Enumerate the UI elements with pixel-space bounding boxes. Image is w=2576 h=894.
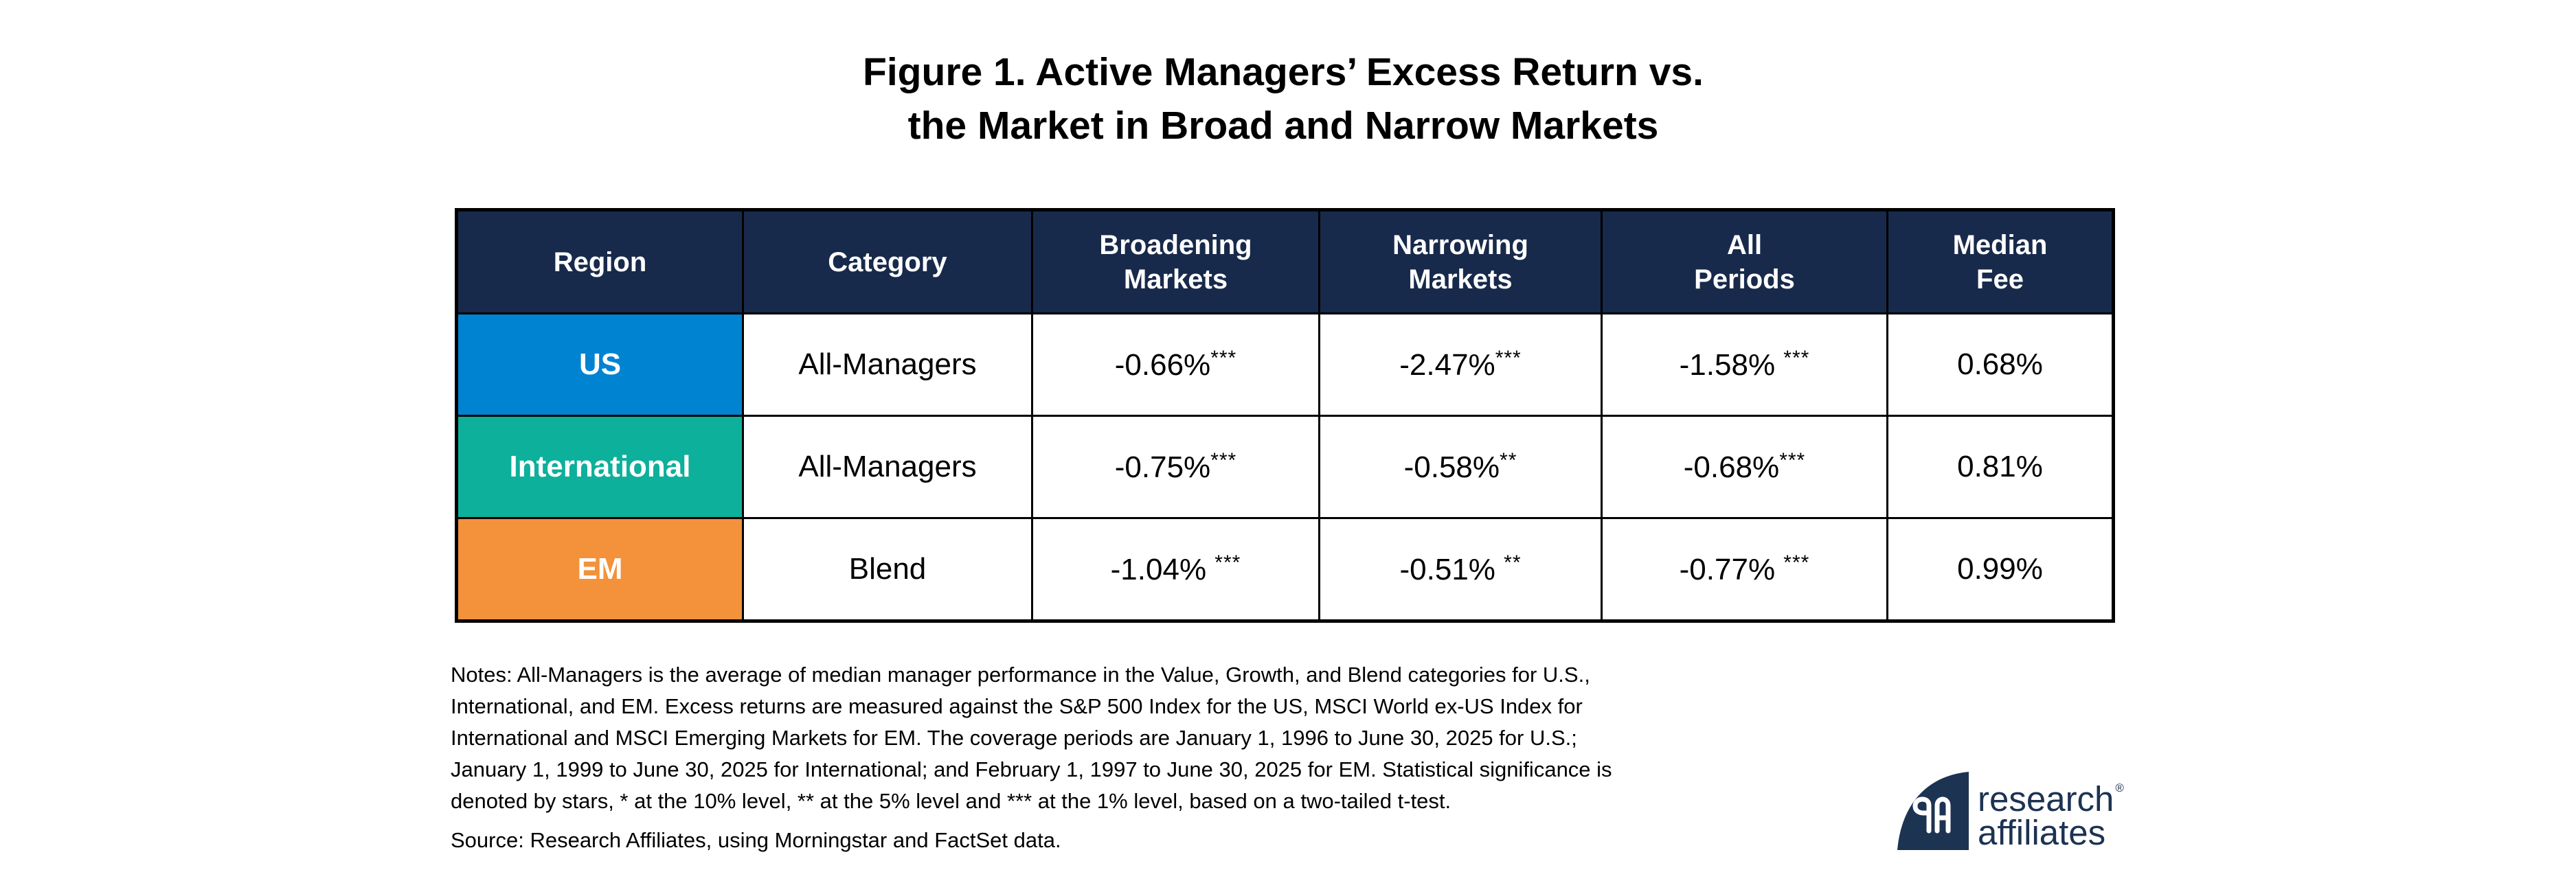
cell-category: All-Managers [742, 415, 1033, 519]
cell-median-fee: 0.68% [1886, 312, 2114, 417]
significance-stars: *** [1210, 347, 1237, 369]
cell-value: -0.68% [1683, 450, 1780, 484]
region-label: International [509, 450, 691, 483]
ra-logo: research ® affiliates [1897, 770, 2124, 850]
col-header-broadening-markets: Broadening Markets [1031, 209, 1320, 314]
cell-all-periods: -0.68%*** [1601, 415, 1888, 519]
region-label: EM [577, 552, 623, 586]
ra-logo-line1: research ® [1978, 771, 2124, 816]
significance-stars: *** [1210, 449, 1237, 472]
significance-stars: ** [1500, 449, 1517, 472]
ra-logo-text: research ® affiliates [1978, 771, 2124, 852]
cell-category: All-Managers [742, 312, 1033, 417]
cell-all-periods: -0.77% *** [1601, 517, 1888, 622]
notes-text: Notes: All-Managers is the average of me… [451, 659, 1612, 817]
cell-broadening: -0.66%*** [1031, 312, 1320, 417]
notes-line: International and MSCI Emerging Markets … [451, 726, 1577, 750]
significance-stars: ** [1504, 551, 1522, 574]
cell-value: -0.51% [1399, 553, 1504, 586]
notes-line: Notes: All-Managers is the average of me… [451, 663, 1590, 687]
cell-value: -0.75% [1114, 450, 1211, 484]
cell-value: -1.04% [1110, 553, 1215, 586]
ra-logo-line2: affiliates [1978, 813, 2106, 852]
table-row-em: EM Blend -1.04% *** -0.51% ** -0.77% ***… [455, 517, 2114, 622]
cell-all-periods: -1.58% *** [1601, 312, 1888, 417]
significance-stars: *** [1783, 551, 1810, 574]
figure-title: Figure 1. Active Managers’ Excess Return… [455, 45, 2112, 152]
significance-stars: *** [1779, 449, 1806, 472]
cell-broadening: -1.04% *** [1031, 517, 1320, 622]
figure-title-line1: Figure 1. Active Managers’ Excess Return… [863, 50, 1704, 94]
col-header-region: Region [455, 209, 744, 314]
registered-mark-icon: ® [2115, 781, 2124, 794]
table-row-us: US All-Managers -0.66%*** -2.47%*** -1.5… [455, 312, 2114, 417]
notes-line: January 1, 1999 to June 30, 2025 for Int… [451, 757, 1612, 781]
figure-title-line2: the Market in Broad and Narrow Markets [907, 104, 1659, 148]
col-header-category: Category [742, 209, 1033, 314]
figure-table: Region Category Broadening Markets Narro… [455, 208, 2115, 623]
cell-category: Blend [742, 517, 1033, 622]
significance-stars: *** [1495, 347, 1522, 369]
cell-median-fee: 0.99% [1886, 517, 2114, 622]
notes-line: denoted by stars, * at the 10% level, **… [451, 789, 1451, 813]
cell-broadening: -0.75%*** [1031, 415, 1320, 519]
cell-narrowing: -2.47%*** [1318, 312, 1603, 417]
significance-stars: *** [1214, 551, 1241, 574]
cell-median-fee: 0.81% [1886, 415, 2114, 519]
cell-value: -2.47% [1399, 348, 1495, 382]
cell-region-us: US [455, 312, 744, 417]
ra-logo-mark-icon [1897, 772, 1969, 850]
significance-stars: *** [1783, 347, 1810, 369]
table-row-international: International All-Managers -0.75%*** -0.… [455, 415, 2114, 519]
region-label: US [578, 347, 622, 381]
col-header-all-periods: All Periods [1601, 209, 1888, 314]
cell-value: -0.66% [1114, 348, 1211, 382]
source-text: Source: Research Affiliates, using Morni… [451, 828, 1061, 852]
notes-line: International, and EM. Excess returns ar… [451, 694, 1583, 718]
cell-region-international: International [455, 415, 744, 519]
cell-region-em: EM [455, 517, 744, 622]
col-header-median-fee: Median Fee [1886, 209, 2114, 314]
cell-value: -0.77% [1679, 553, 1784, 586]
cell-value: -1.58% [1679, 348, 1784, 382]
col-header-narrowing-markets: Narrowing Markets [1318, 209, 1603, 314]
cell-narrowing: -0.51% ** [1318, 517, 1603, 622]
cell-value: -0.58% [1403, 450, 1500, 484]
header-row: Region Category Broadening Markets Narro… [455, 209, 2114, 314]
cell-narrowing: -0.58%** [1318, 415, 1603, 519]
ra-logo-word-research: research [1978, 779, 2114, 818]
